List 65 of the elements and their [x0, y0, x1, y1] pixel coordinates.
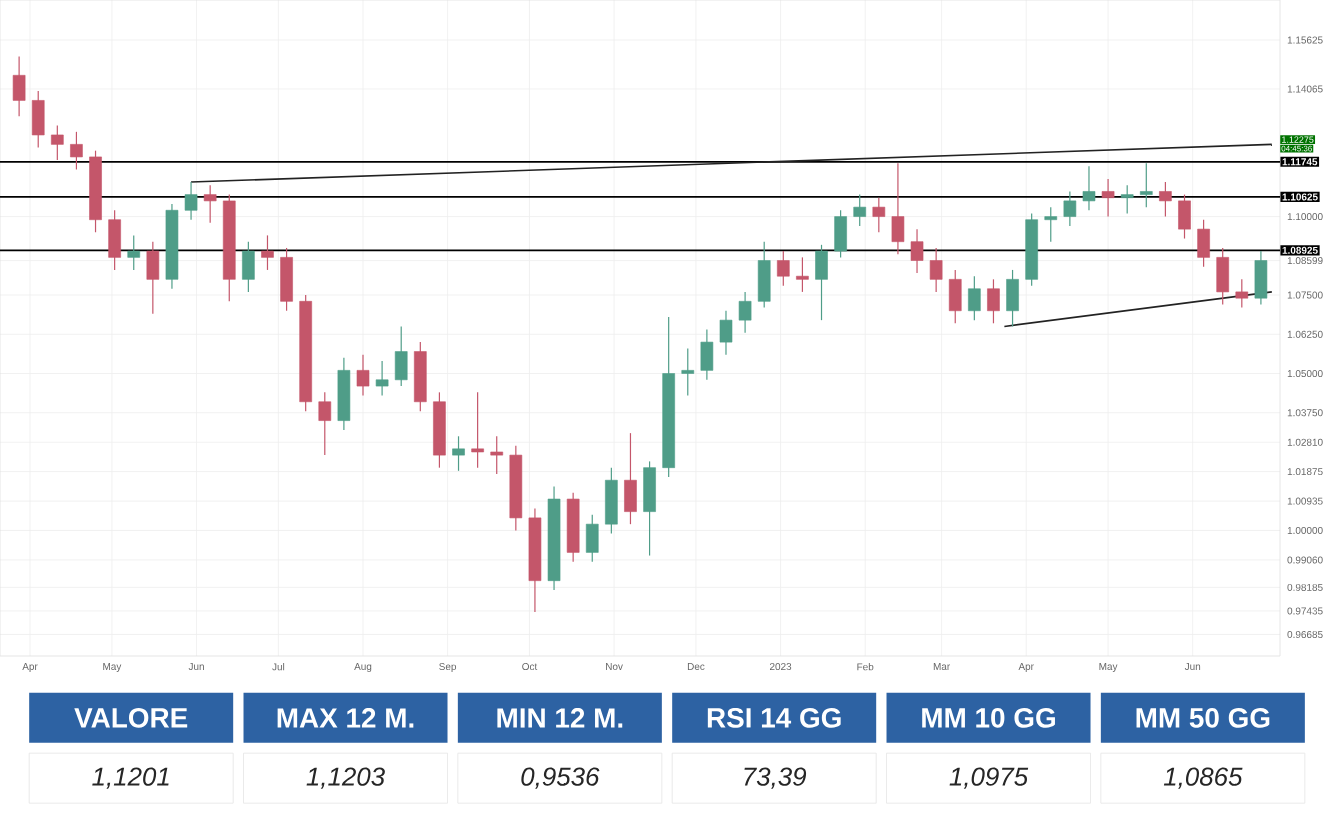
candlestick: [471, 391, 484, 469]
candlestick: [318, 391, 332, 456]
candlestick: [1178, 193, 1191, 240]
candlestick: [1216, 247, 1230, 306]
candlestick: [1006, 269, 1019, 328]
category-label: MIN 12 M.: [497, 708, 623, 728]
candlestick: [987, 278, 1000, 324]
text: 1,1201: [92, 767, 169, 789]
candlestick: [1235, 278, 1249, 309]
candlestick: [948, 269, 962, 324]
category-label: RSI 14 GG: [707, 707, 841, 728]
candlestick: [490, 435, 504, 475]
candlestick: [719, 310, 733, 356]
candlestick: [1120, 184, 1134, 215]
candlestick: [929, 247, 943, 293]
candlestick: [452, 435, 465, 472]
candlestick: [681, 347, 695, 397]
candlestick: [910, 228, 924, 274]
candlestick: [757, 241, 771, 309]
candlestick: [834, 209, 847, 258]
candlestick: [51, 124, 64, 161]
text: 1,1203: [306, 767, 385, 789]
candlestick: [184, 181, 198, 221]
candlestick: [700, 328, 714, 381]
category-label: MM 10 GG: [922, 707, 1055, 728]
candlestick: [261, 234, 274, 271]
candlestick: [796, 256, 809, 293]
candlestick: [872, 197, 886, 233]
candlestick: [203, 184, 217, 224]
candlestick: [1044, 206, 1058, 243]
category-label: MM 50 GG: [1136, 707, 1270, 728]
text: 1,0975: [949, 767, 1029, 789]
candlestick: [643, 460, 656, 557]
candlestick: [394, 325, 408, 387]
candlestick: [1197, 219, 1210, 268]
text: 73,39: [744, 767, 807, 789]
candlestick: [1082, 165, 1096, 211]
candlestick: [127, 234, 141, 271]
candlestick: [1101, 178, 1115, 218]
category-label: MAX 12 M.: [277, 708, 414, 728]
candlestick: [146, 241, 160, 315]
candlestick: [738, 291, 752, 334]
text: 1,0865: [1163, 767, 1243, 789]
candlestick: [1254, 250, 1268, 306]
candlestick: [585, 514, 599, 563]
candlestick: [280, 247, 293, 312]
candlestick: [891, 162, 905, 255]
candlestick: [12, 55, 26, 117]
candlestick: [70, 131, 83, 171]
candlestick: [624, 432, 637, 525]
candlestick: [356, 354, 370, 397]
candlestick: [375, 360, 389, 397]
candlestick: [605, 467, 618, 535]
text: 0,9536: [521, 767, 600, 789]
candlestick: [1139, 162, 1153, 208]
candlestick: [968, 275, 981, 321]
candlestick: [777, 250, 790, 287]
category-label: VALORE: [74, 707, 188, 728]
candlestick: [1159, 181, 1172, 218]
candlestick: [31, 90, 45, 149]
candlestick: [242, 241, 255, 293]
candlestick: [1063, 190, 1077, 227]
candlestick: [815, 244, 828, 321]
candlestick: [853, 193, 867, 227]
candlestick: [108, 209, 121, 271]
